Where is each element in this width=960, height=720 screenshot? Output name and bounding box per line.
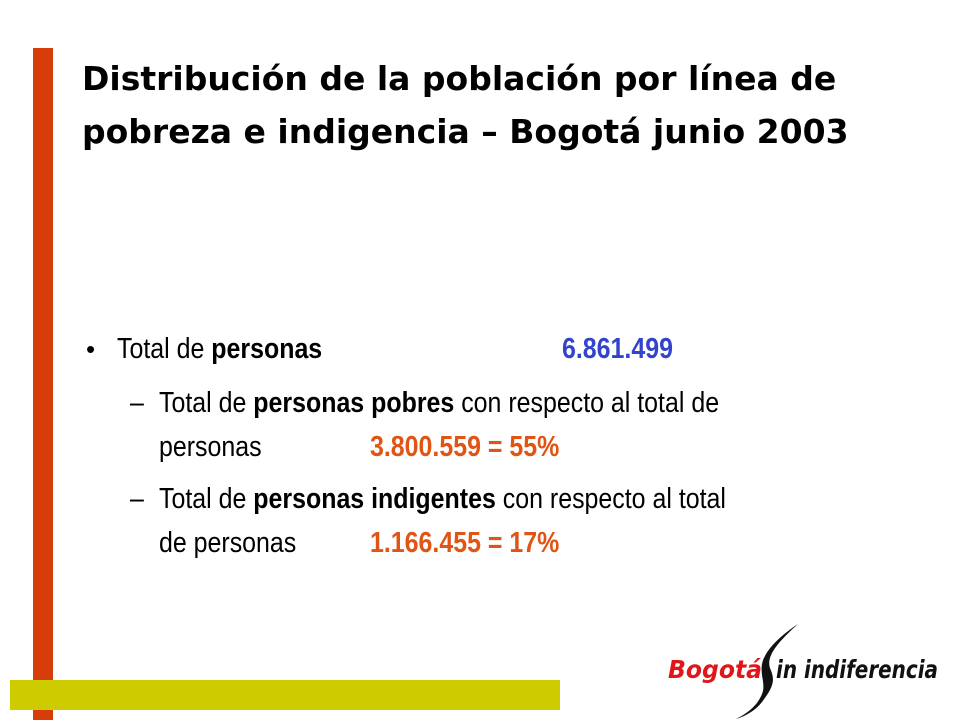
sub-bullet-marker: – [130,387,144,419]
personas-indigentes-bold: personas indigentes [253,483,496,515]
total-personas-prefix: Total de [117,333,212,365]
personas-pobres-value: 3.800.559 = 55% [370,431,560,463]
personas-pobres-line1: Total de personas pobres con respecto al… [159,380,719,426]
page-title: Distribución de la población por línea d… [82,59,849,151]
personas-indigentes-line1: Total de personas indigentes con respect… [159,476,726,522]
personas-pobres-prefix: Total de [159,387,254,419]
total-personas-value: 6.861.499 [562,333,673,365]
personas-indigentes-line2: de personas [159,527,297,559]
base-bar [10,680,560,710]
personas-indigentes-suffix: con respecto al total [495,483,726,515]
personas-pobres-suffix: con respecto al total de [454,387,720,419]
bogota-sin-indiferencia-logo: Bogotá in indiferencia [668,624,938,719]
personas-pobres-bold: personas pobres [253,387,455,419]
sub-bullet-marker: – [130,483,144,515]
total-personas-bold: personas [211,333,323,365]
total-personas-label: Total de personas [117,326,322,372]
bullet-marker: • [86,334,96,364]
personas-indigentes-prefix: Total de [159,483,254,515]
logo-text-sin-indiferencia: in indiferencia [776,655,938,684]
logo-swoosh [736,624,798,719]
personas-indigentes-value: 1.166.455 = 17% [370,527,560,559]
personas-pobres-line2: personas [159,431,262,463]
logo-text-bogota: Bogotá [668,655,762,684]
accent-bar [33,48,53,720]
